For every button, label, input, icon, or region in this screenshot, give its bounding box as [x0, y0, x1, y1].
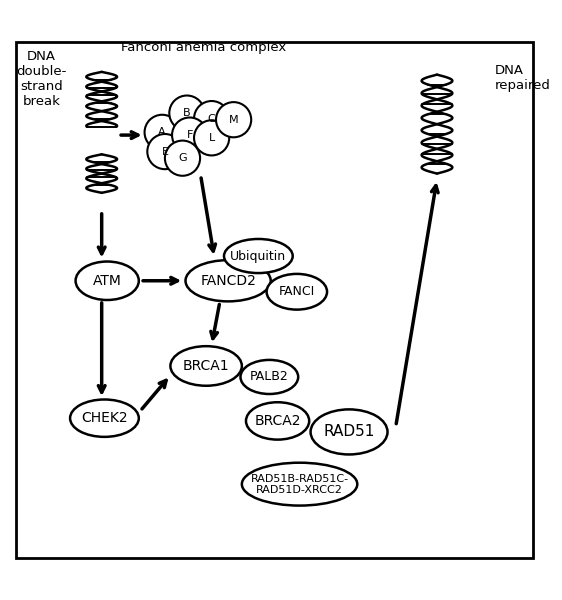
Text: C: C: [208, 113, 215, 124]
Ellipse shape: [311, 409, 388, 454]
Text: ATM: ATM: [93, 274, 121, 288]
Ellipse shape: [224, 239, 293, 273]
Text: DNA
double-
strand
break: DNA double- strand break: [16, 50, 66, 108]
Circle shape: [194, 101, 229, 136]
Ellipse shape: [170, 346, 242, 386]
Ellipse shape: [242, 463, 357, 506]
Text: CHEK2: CHEK2: [81, 411, 128, 425]
Text: DNA
repaired: DNA repaired: [495, 64, 551, 92]
Text: BRCA1: BRCA1: [183, 359, 229, 373]
Text: PALB2: PALB2: [250, 370, 289, 383]
Text: BRCA2: BRCA2: [255, 414, 301, 428]
Text: E: E: [161, 146, 169, 157]
Text: M: M: [229, 115, 238, 125]
Circle shape: [147, 134, 183, 169]
Text: B: B: [183, 108, 191, 118]
Text: G: G: [178, 153, 187, 163]
Circle shape: [172, 118, 207, 152]
Text: F: F: [187, 130, 193, 140]
Ellipse shape: [75, 262, 139, 300]
Ellipse shape: [241, 360, 298, 394]
Circle shape: [194, 120, 229, 155]
Circle shape: [169, 95, 205, 131]
Ellipse shape: [70, 400, 139, 437]
Ellipse shape: [185, 260, 271, 301]
Ellipse shape: [266, 274, 327, 310]
Text: RAD51B-RAD51C-
RAD51D-XRCC2: RAD51B-RAD51C- RAD51D-XRCC2: [251, 474, 348, 494]
Text: RAD51: RAD51: [323, 424, 375, 439]
Circle shape: [165, 140, 200, 176]
Text: FANCD2: FANCD2: [200, 274, 256, 288]
Ellipse shape: [246, 402, 309, 440]
Text: Fanconi anemia complex: Fanconi anemia complex: [121, 41, 286, 53]
Circle shape: [144, 115, 180, 150]
Text: L: L: [209, 133, 215, 143]
Text: A: A: [158, 127, 166, 137]
Circle shape: [216, 102, 251, 137]
Text: FANCI: FANCI: [279, 285, 315, 298]
Text: Ubiquitin: Ubiquitin: [230, 250, 287, 263]
